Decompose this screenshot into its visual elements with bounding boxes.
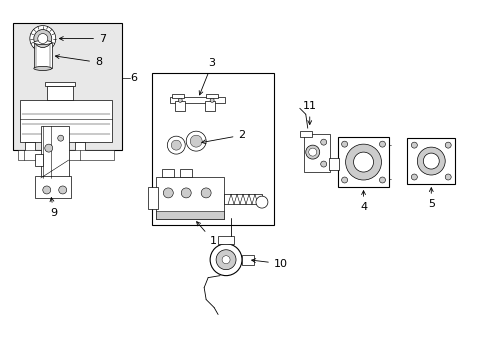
Text: 10: 10 — [251, 259, 287, 269]
Circle shape — [58, 135, 63, 141]
Bar — [328, 158, 338, 170]
Circle shape — [181, 188, 191, 198]
Circle shape — [222, 256, 229, 264]
Circle shape — [444, 174, 450, 180]
Circle shape — [163, 188, 173, 198]
Text: 3: 3 — [199, 58, 215, 95]
Circle shape — [201, 188, 211, 198]
Circle shape — [190, 135, 202, 147]
Ellipse shape — [34, 67, 52, 71]
Bar — [45, 82, 75, 86]
Text: 4: 4 — [359, 191, 366, 212]
Bar — [20, 100, 111, 142]
Bar — [152, 73, 273, 225]
Bar — [337, 137, 388, 187]
Bar — [218, 236, 234, 244]
Circle shape — [34, 30, 52, 48]
Ellipse shape — [34, 41, 52, 45]
Circle shape — [308, 148, 316, 156]
Circle shape — [30, 26, 56, 51]
Circle shape — [320, 139, 326, 145]
Bar — [242, 255, 253, 265]
Circle shape — [210, 244, 242, 276]
Bar — [224, 194, 262, 204]
Circle shape — [186, 131, 206, 151]
Bar — [13, 23, 122, 150]
Text: 11: 11 — [302, 101, 316, 125]
Circle shape — [216, 250, 236, 270]
Bar — [299, 131, 311, 137]
Bar — [172, 94, 184, 98]
Bar — [303, 134, 329, 172]
Bar — [407, 138, 454, 184]
Text: 8: 8 — [55, 55, 102, 67]
Circle shape — [379, 177, 385, 183]
Text: 1: 1 — [196, 222, 216, 246]
Bar — [35, 154, 42, 166]
Circle shape — [341, 177, 347, 183]
Circle shape — [345, 144, 381, 180]
Bar — [180, 169, 192, 177]
Circle shape — [353, 152, 373, 172]
Text: 2: 2 — [202, 130, 245, 144]
Bar — [47, 86, 73, 100]
Bar — [34, 42, 52, 68]
Circle shape — [416, 147, 444, 175]
Bar — [25, 142, 35, 152]
Bar — [18, 150, 113, 160]
Bar — [35, 176, 71, 198]
Text: 6: 6 — [130, 73, 137, 84]
Circle shape — [410, 174, 416, 180]
Bar — [170, 97, 224, 103]
Bar — [175, 101, 185, 111]
Bar — [206, 94, 218, 98]
Circle shape — [410, 142, 416, 148]
Circle shape — [59, 186, 66, 194]
Text: 7: 7 — [60, 33, 106, 44]
Circle shape — [178, 98, 182, 102]
Circle shape — [38, 33, 48, 44]
Circle shape — [341, 141, 347, 147]
Bar — [205, 101, 215, 111]
Circle shape — [379, 141, 385, 147]
Text: 9: 9 — [50, 198, 57, 218]
Circle shape — [45, 144, 53, 152]
Text: 5: 5 — [427, 188, 434, 209]
Bar — [148, 187, 158, 209]
Circle shape — [42, 186, 51, 194]
Circle shape — [171, 140, 181, 150]
Circle shape — [305, 145, 319, 159]
Bar — [75, 142, 84, 152]
Bar — [162, 169, 174, 177]
Circle shape — [444, 142, 450, 148]
Circle shape — [423, 153, 438, 169]
Circle shape — [210, 98, 214, 102]
Circle shape — [320, 161, 326, 167]
Bar — [41, 126, 68, 178]
Circle shape — [167, 136, 185, 154]
Circle shape — [255, 196, 267, 208]
Bar — [156, 211, 224, 219]
Bar — [156, 177, 224, 219]
